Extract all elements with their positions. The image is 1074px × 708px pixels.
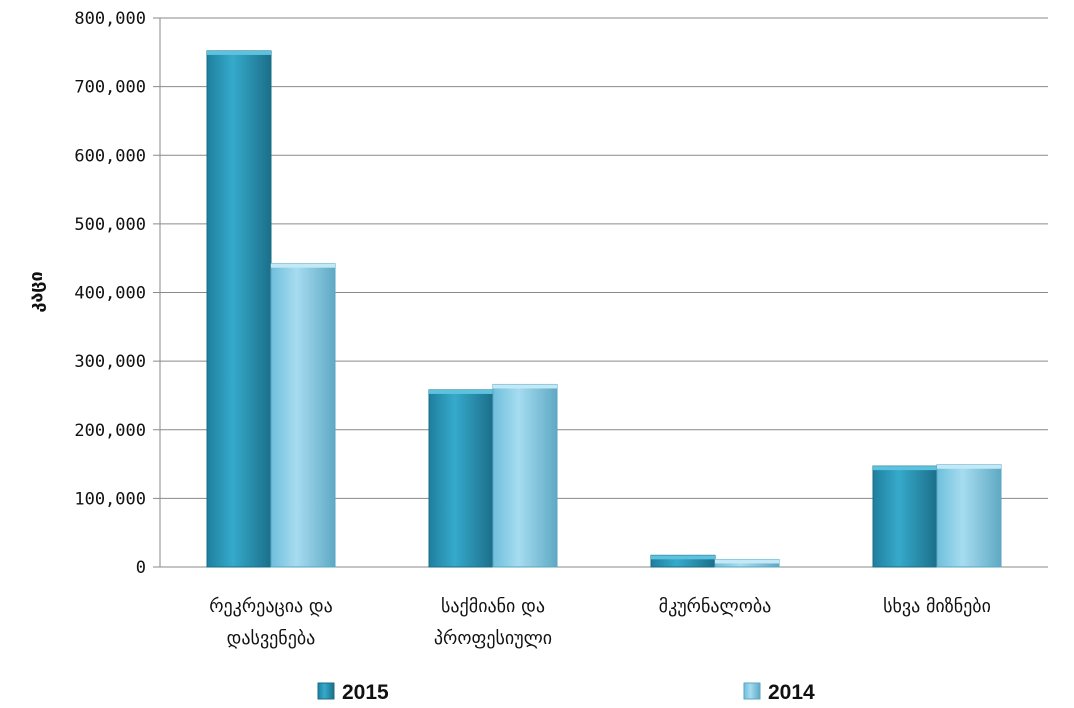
x-category-label: სხვა მიზნები — [883, 596, 991, 617]
legend-label-2014: 2014 — [768, 681, 815, 704]
bar-2014-cat1 — [492, 383, 558, 568]
x-category-labels: რეკრეაცია და დასვენება საქმიანი და პროფესიუ… — [209, 596, 991, 649]
y-tick-label: 700,000 — [74, 78, 146, 98]
bar-top-2015-cat1 — [429, 389, 493, 394]
x-category-label: მკურნალობა — [659, 596, 772, 617]
legend-swatch-2014 — [743, 682, 761, 700]
y-tick-label: 400,000 — [74, 284, 146, 304]
y-tick-label: 500,000 — [74, 215, 146, 235]
legend-label-2015: 2015 — [342, 681, 389, 704]
y-tick-labels: 0 100,000 200,000 300,000 400,000 500,000 600,… — [74, 9, 146, 578]
bar-2014-cat3 — [936, 464, 1002, 568]
x-category-label: საქმიანი და — [441, 596, 545, 617]
legend: 2015 2014 — [317, 681, 815, 704]
x-category-label: პროფესიული — [434, 628, 552, 649]
bar-top-2014-cat1 — [493, 384, 557, 389]
y-tick-label: 100,000 — [74, 489, 146, 509]
bar-top-2015-cat0 — [207, 50, 271, 55]
bar-2015-cat1 — [428, 389, 494, 568]
bar-2015-cat3 — [872, 465, 938, 568]
bar-top-2015-cat3 — [873, 466, 937, 471]
legend-swatch-2015 — [317, 682, 335, 700]
y-tick-label: 800,000 — [74, 9, 146, 29]
bar-top-2015-cat2 — [651, 555, 715, 560]
bars — [206, 50, 1002, 568]
y-tick-label: 600,000 — [74, 146, 146, 166]
bar-2014-cat0 — [270, 263, 336, 568]
y-axis-label: კაცი — [26, 271, 47, 312]
bar-top-2014-cat2 — [715, 559, 779, 564]
bar-2015-cat0 — [206, 50, 272, 568]
y-tick-label: 0 — [136, 558, 146, 578]
y-tick-label: 300,000 — [74, 352, 146, 372]
y-tick-label: 200,000 — [74, 421, 146, 441]
x-category-label: დასვენება — [227, 628, 316, 649]
bar-top-2014-cat0 — [271, 263, 335, 268]
x-category-label: რეკრეაცია და — [209, 596, 333, 617]
bar-top-2014-cat3 — [937, 464, 1001, 469]
